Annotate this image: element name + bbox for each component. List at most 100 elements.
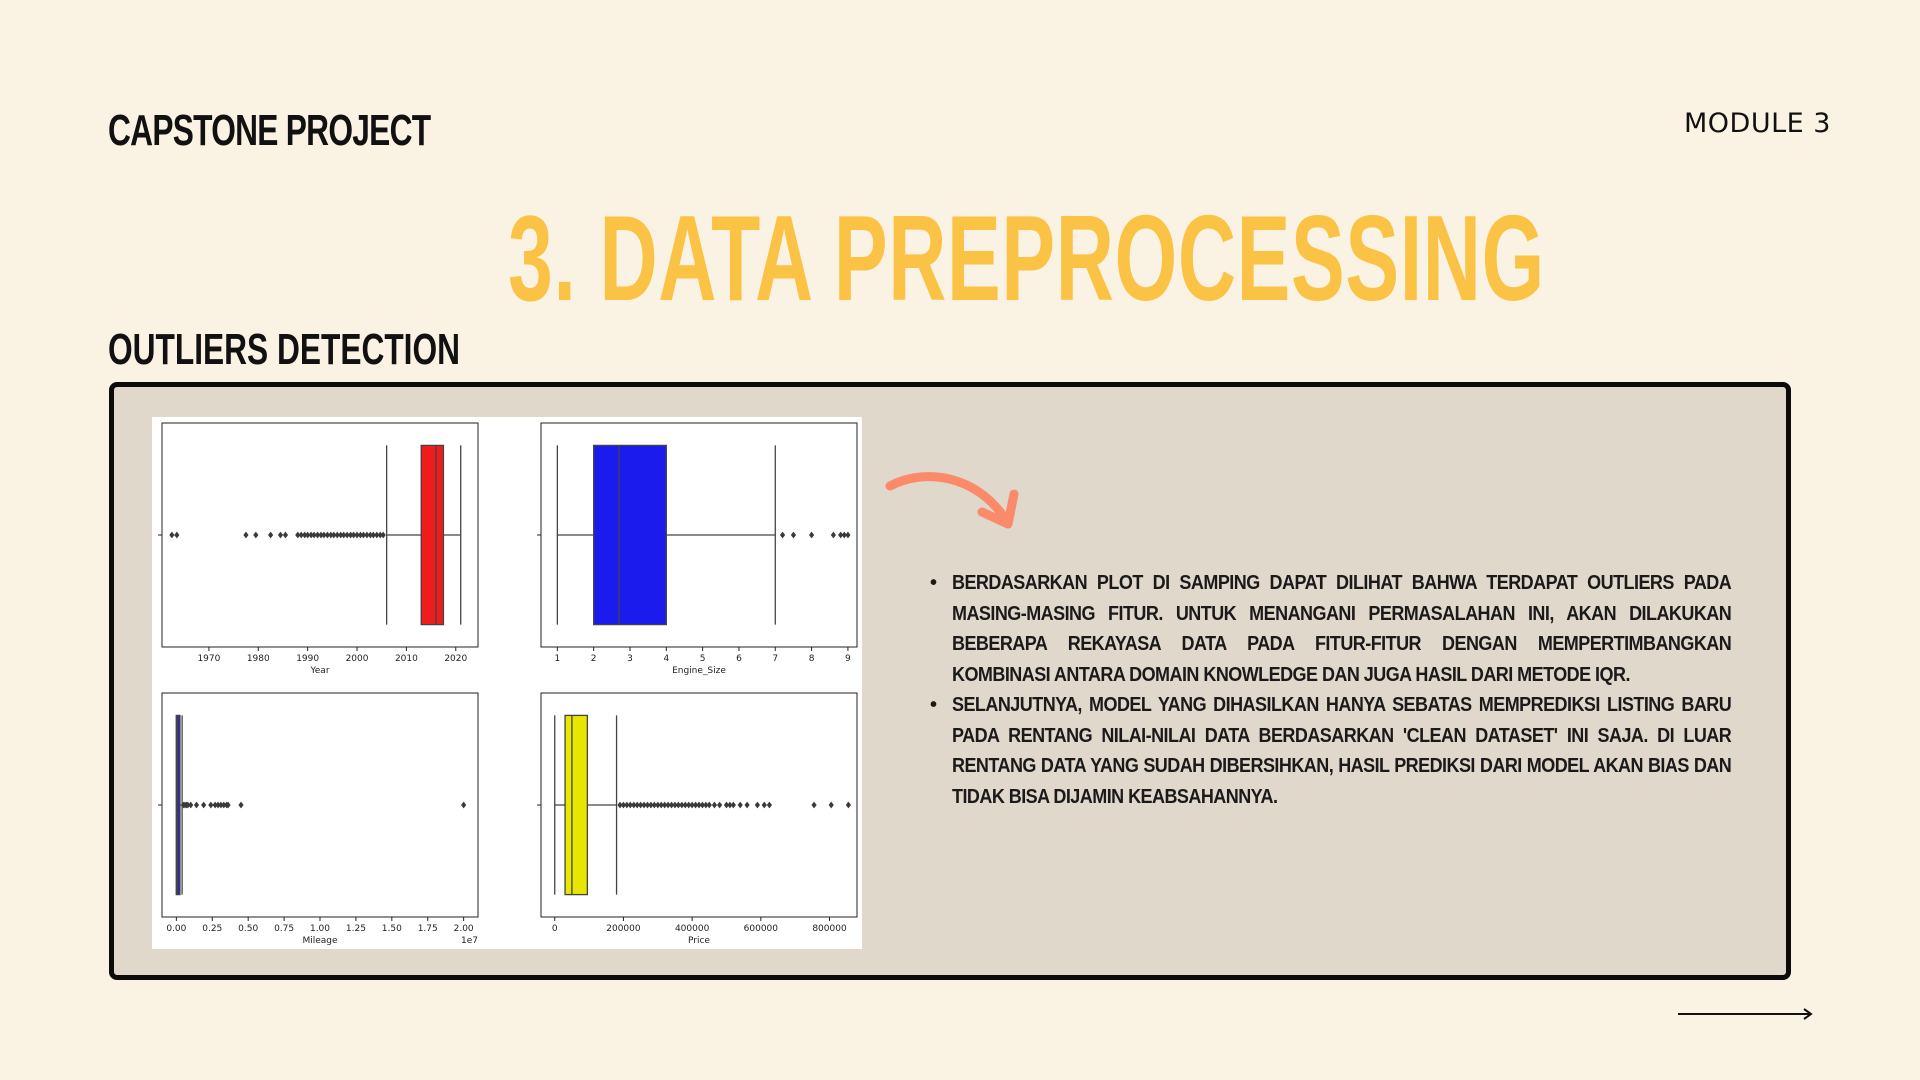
outlier-point: [682, 801, 688, 809]
outlier-point: [331, 531, 337, 539]
x-axis-label: Mileage: [302, 936, 338, 946]
outlier-point: [668, 801, 675, 809]
outlier-point: [295, 531, 301, 539]
outlier-point: [655, 801, 661, 809]
outlier-point: [711, 801, 718, 809]
outlier-point: [311, 531, 317, 539]
outlier-point: [644, 801, 651, 809]
outlier-point: [380, 531, 386, 539]
outlier-point: [672, 801, 678, 809]
explanation-item: Selanjutnya, model yang dihasilkan hanya…: [930, 690, 1732, 812]
outlier-point: [627, 801, 633, 809]
outlier-point: [651, 801, 657, 809]
axis-offset-label: 1e7: [461, 936, 478, 946]
x-tick-label: 0.75: [274, 924, 294, 934]
x-tick-label: 1.25: [346, 924, 366, 934]
boxplot-figure: 1970 1980 1990 2000 2010 2020 Year 1 2 3 4 5 6 7 8 9 Eng…: [152, 417, 862, 949]
x-tick-label: 1970: [197, 654, 220, 664]
x-tick-label: 8: [809, 654, 815, 664]
outlier-point: [344, 531, 350, 539]
outlier-point: [692, 801, 699, 809]
page-title: 3. DATA PREPROCESSING: [508, 190, 1545, 326]
brand-title: CAPSTONE PROJECT: [108, 106, 431, 155]
x-tick-label: 2010: [395, 654, 418, 664]
outlier-point: [221, 801, 227, 809]
curved-arrow-icon: [885, 472, 1019, 529]
x-tick-label: 1990: [296, 654, 319, 664]
outlier-point: [631, 801, 637, 809]
outlier-point: [686, 801, 692, 809]
outlier-point: [617, 801, 623, 809]
explanation-item: Berdasarkan plot di samping dapat diliha…: [930, 568, 1732, 690]
box: [564, 714, 589, 896]
outlier-point: [620, 801, 627, 809]
outlier-point: [360, 531, 367, 539]
outlier-point: [253, 531, 259, 539]
outlier-point: [766, 801, 773, 809]
outlier-point: [841, 531, 847, 539]
outlier-point: [208, 801, 214, 809]
x-tick-label: 4: [663, 654, 669, 664]
x-tick-label: 400000: [675, 924, 710, 934]
outlier-point: [727, 801, 733, 809]
x-axis-label: Price: [688, 936, 710, 946]
outlier-point: [634, 801, 640, 809]
outlier-point: [277, 531, 284, 539]
outlier-point: [662, 801, 668, 809]
outlier-point: [348, 531, 354, 539]
x-tick-label: 1: [554, 654, 560, 664]
outlier-point: [364, 531, 370, 539]
outlier-point: [699, 801, 706, 809]
outlier-point: [324, 531, 331, 539]
outlier-point: [218, 801, 224, 809]
outlier-point: [367, 531, 373, 539]
outlier-point: [201, 801, 207, 809]
x-tick-label: 1980: [247, 654, 270, 664]
outlier-point: [706, 801, 712, 809]
x-axis-label: Engine_Size: [672, 666, 726, 676]
outlier-point: [737, 801, 743, 809]
outlier-point: [341, 531, 347, 539]
outlier-point: [370, 531, 376, 539]
outlier-point: [169, 531, 175, 539]
outlier-point: [318, 531, 324, 539]
outlier-point: [305, 531, 311, 539]
x-tick-label: 2: [591, 654, 597, 664]
outlier-point: [174, 531, 180, 539]
outlier-point: [193, 801, 200, 809]
outlier-point: [845, 531, 851, 539]
x-tick-label: 600000: [744, 924, 779, 934]
outlier-point: [624, 801, 630, 809]
outlier-point: [354, 531, 360, 539]
outlier-point: [314, 531, 321, 539]
outlier-point: [811, 801, 817, 809]
outlier-point: [779, 531, 786, 539]
outlier-point: [328, 531, 334, 539]
outlier-point: [689, 801, 695, 809]
outlier-point: [730, 801, 736, 809]
x-tick-label: 1.00: [310, 924, 330, 934]
outlier-point: [225, 801, 231, 809]
section-title: OUTLIERS DETECTION: [108, 325, 461, 374]
outlier-point: [830, 531, 836, 539]
outlier-point: [302, 531, 308, 539]
x-tick-label: 1.75: [418, 924, 438, 934]
outlier-point: [298, 531, 304, 539]
outlier-point: [374, 531, 380, 539]
outlier-point: [808, 531, 815, 539]
x-axis-label: Year: [309, 666, 329, 676]
x-tick-label: 3: [627, 654, 633, 664]
outlier-point: [665, 801, 671, 809]
explanation-text: Selanjutnya, model yang dihasilkan hanya…: [952, 694, 1732, 808]
outlier-point: [658, 801, 664, 809]
outlier-point: [828, 801, 834, 809]
outlier-point: [641, 801, 647, 809]
explanation-text: Berdasarkan plot di samping dapat diliha…: [952, 572, 1732, 686]
outlier-point: [350, 531, 357, 539]
outlier-point: [838, 531, 844, 539]
long-right-arrow-icon[interactable]: [1678, 1008, 1814, 1020]
x-tick-label: 9: [845, 654, 851, 664]
outlier-point: [243, 531, 249, 539]
x-tick-label: 200000: [606, 924, 641, 934]
outlier-point: [338, 531, 344, 539]
